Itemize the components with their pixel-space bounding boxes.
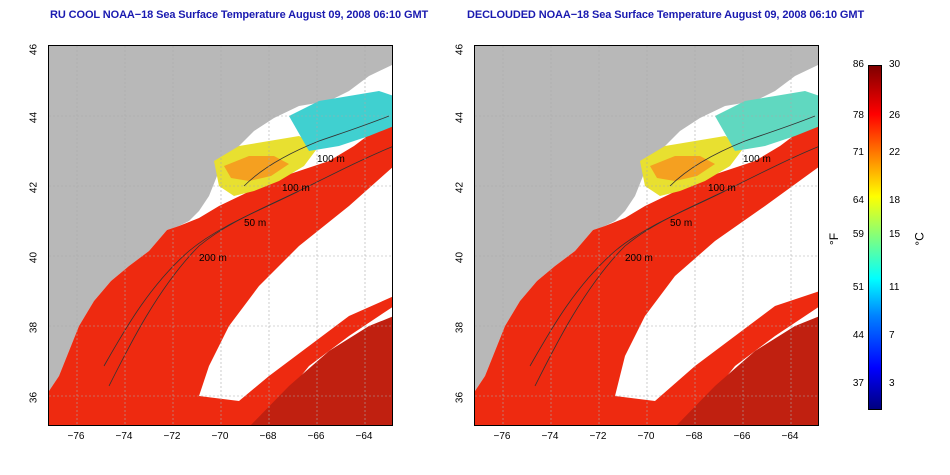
lat-tick-label: 40 xyxy=(454,251,466,264)
contour-label-100m-left-b: 100 m xyxy=(282,183,310,194)
contour-label-100m-right: 100 m xyxy=(743,154,771,165)
celsius-tick: 3 xyxy=(889,378,895,390)
lon-tick-label: −68 xyxy=(259,431,277,442)
lon-tick-label: −74 xyxy=(541,431,559,442)
lon-tick-label: −64 xyxy=(781,431,799,442)
celsius-tick: 26 xyxy=(889,109,901,121)
contour-label-50m-right: 50 m xyxy=(670,218,692,229)
fahrenheit-tick: 71 xyxy=(852,146,864,158)
fahrenheit-tick: 37 xyxy=(852,378,864,390)
lon-tick-label: −64 xyxy=(355,431,373,442)
temperature-colorbar xyxy=(868,65,882,410)
fahrenheit-tick: 51 xyxy=(852,281,864,293)
celsius-tick: 15 xyxy=(889,229,901,241)
lon-tick-label: −72 xyxy=(163,431,181,442)
lat-tick-label: 46 xyxy=(28,43,40,56)
celsius-tick: 18 xyxy=(889,194,901,206)
celsius-unit-label: °C xyxy=(912,232,927,246)
celsius-tick: 30 xyxy=(889,59,901,70)
contour-label-50m-left: 50 m xyxy=(244,218,266,229)
fahrenheit-tick: 59 xyxy=(852,229,864,241)
fahrenheit-tick: 44 xyxy=(852,329,864,341)
lon-tick-label: −70 xyxy=(211,431,229,442)
lat-tick-label: 42 xyxy=(454,181,466,194)
contour-label-100m-left: 100 m xyxy=(317,154,345,165)
fahrenheit-tick: 86 xyxy=(852,59,864,70)
lat-tick-label: 36 xyxy=(28,391,40,404)
lon-tick-label: −76 xyxy=(67,431,85,442)
map-title-right: DECLOUDED NOAA−18 Sea Surface Temperatur… xyxy=(467,9,865,21)
lon-tick-label: −70 xyxy=(637,431,655,442)
lat-tick-label: 38 xyxy=(454,321,466,334)
lon-tick-label: −66 xyxy=(733,431,751,442)
lon-tick-label: −72 xyxy=(589,431,607,442)
celsius-tick: 22 xyxy=(889,146,901,158)
celsius-tick: 11 xyxy=(889,281,900,293)
lon-tick-label: −66 xyxy=(307,431,325,442)
lat-tick-label: 38 xyxy=(28,321,40,334)
contour-label-200m-right: 200 m xyxy=(625,253,653,264)
fahrenheit-tick: 64 xyxy=(852,194,864,206)
lat-tick-label: 42 xyxy=(28,181,40,194)
contour-label-200m-left: 200 m xyxy=(199,253,227,264)
celsius-tick: 7 xyxy=(889,329,895,341)
sst-map-raw[interactable]: 100 m 100 m 50 m 200 m xyxy=(48,45,393,426)
lat-tick-label: 36 xyxy=(454,391,466,404)
fahrenheit-unit-label: °F xyxy=(827,232,842,246)
contour-label-100m-right-b: 100 m xyxy=(708,183,736,194)
lon-tick-label: −74 xyxy=(115,431,133,442)
lon-tick-label: −76 xyxy=(493,431,511,442)
lat-tick-label: 44 xyxy=(28,111,40,124)
lon-tick-label: −68 xyxy=(685,431,703,442)
sst-map-declouded[interactable]: 100 m 100 m 50 m 200 m xyxy=(474,45,819,426)
lat-tick-label: 44 xyxy=(454,111,466,124)
lat-tick-label: 40 xyxy=(28,251,40,264)
fahrenheit-tick: 78 xyxy=(852,109,864,121)
lat-tick-label: 46 xyxy=(454,43,466,56)
map-title-left: RU COOL NOAA−18 Sea Surface Temperature … xyxy=(50,9,429,21)
